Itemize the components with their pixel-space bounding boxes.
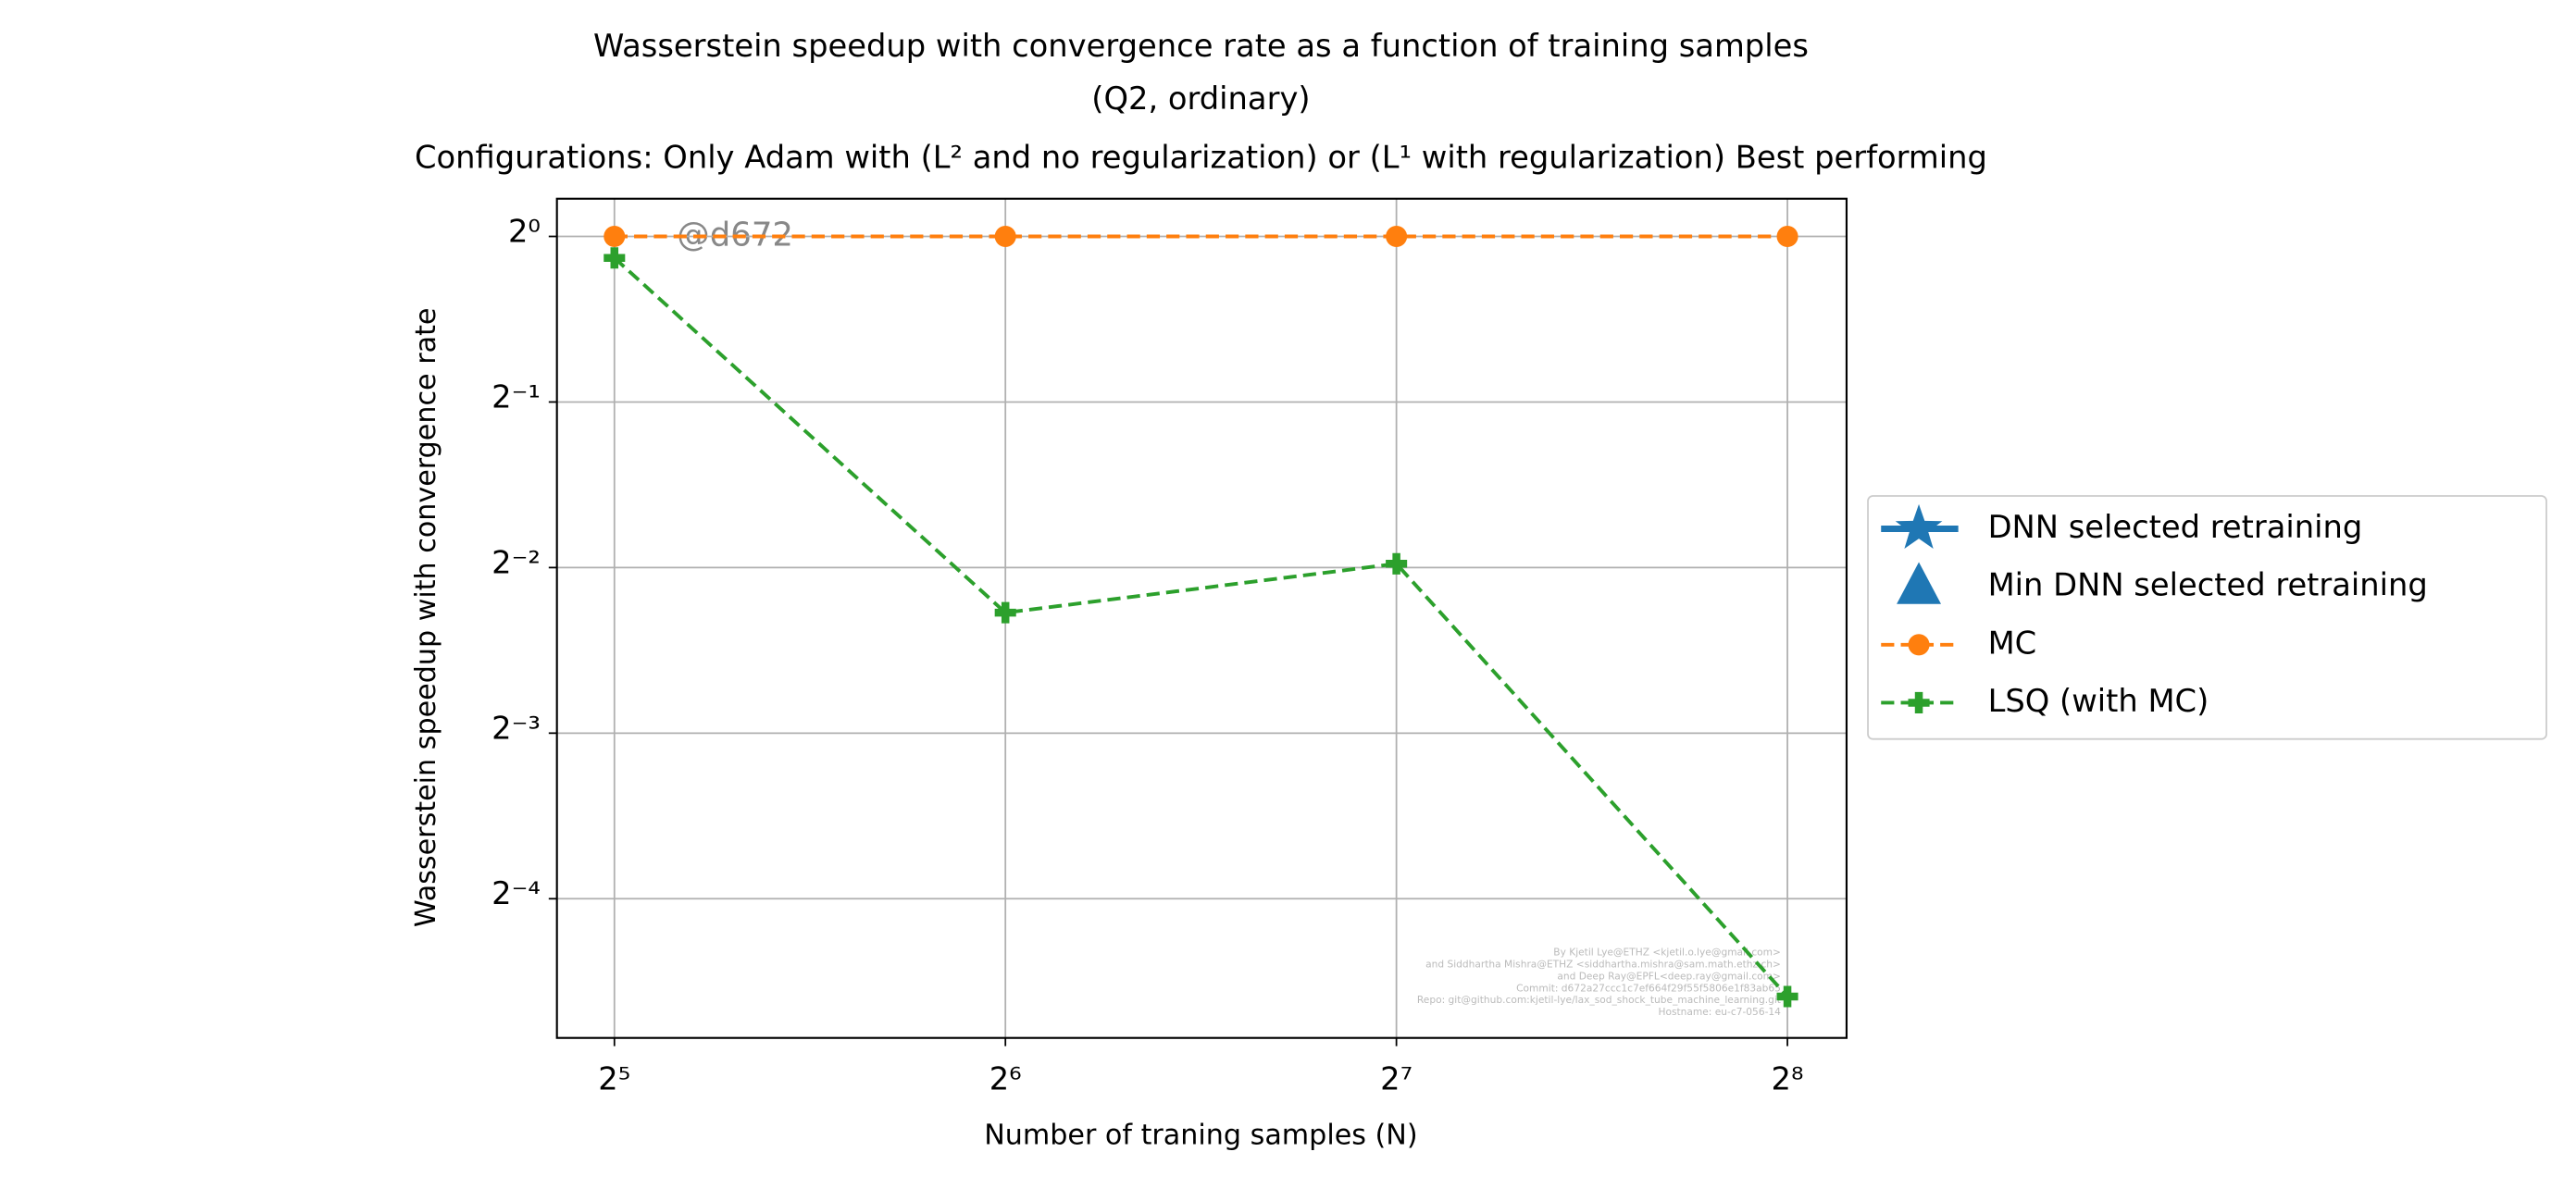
x-axis-label: Number of traning samples (N) (984, 1120, 1417, 1152)
y-tick-label: 2⁻² (492, 544, 541, 580)
y-tick-label: 2⁻¹ (492, 378, 541, 415)
chart-title: (Q2, ordinary) (1091, 81, 1310, 117)
marker (1386, 552, 1408, 575)
legend-marker (1908, 634, 1930, 656)
chart-title: Wasserstein speedup with convergence rat… (593, 28, 1809, 64)
x-tick-label: 2⁵ (598, 1060, 630, 1096)
x-tick-label: 2⁸ (1772, 1060, 1804, 1096)
series-line (613, 256, 1789, 998)
legend-marker (1897, 562, 1942, 604)
legend-label: MC (1988, 625, 2037, 661)
legend-label: LSQ (with MC) (1988, 683, 2209, 719)
footnote-line: and Deep Ray@EPFL<deep.ray@gmail.com> (1557, 970, 1781, 982)
y-tick-label: 2⁻³ (492, 710, 541, 746)
legend-label: DNN selected retraining (1988, 509, 2363, 545)
x-tick-label: 2⁷ (1380, 1060, 1412, 1096)
y-axis-label: Wasserstein speedup with convergence rat… (410, 308, 442, 928)
legend-marker (1895, 503, 1943, 550)
plot-frame (555, 197, 1848, 1039)
marker (1776, 225, 1798, 248)
marker (1776, 985, 1798, 1008)
marker (994, 601, 1016, 624)
legend-frame (1867, 495, 2547, 740)
marker (994, 225, 1016, 248)
footnote: By Kjetil Lye@ETHZ <kjetil.o.lye@gmail.c… (1417, 946, 1781, 1018)
marker (604, 225, 626, 248)
footnote-line: Commit: d672a27ccc1c7ef664f29f55f5806e1f… (1516, 982, 1781, 994)
legend-marker (1908, 691, 1930, 713)
marker (1386, 225, 1408, 248)
x-tick-label: 2⁶ (989, 1060, 1022, 1096)
footnote-line: and Siddhartha Mishra@ETHZ <siddhartha.m… (1425, 958, 1781, 970)
y-tick-label: 2⁰ (508, 213, 541, 249)
footnote-line: Repo: git@github.com:kjetil-lye/lax_sod_… (1417, 994, 1781, 1006)
marker (604, 247, 626, 269)
footnote-line: By Kjetil Lye@ETHZ <kjetil.o.lye@gmail.c… (1553, 946, 1781, 958)
y-tick-label: 2⁻⁴ (492, 875, 541, 911)
chart-subtitle: Configurations: Only Adam with (L² and n… (415, 140, 1987, 176)
legend-label: Min DNN selected retraining (1988, 567, 2428, 603)
footnote-line: Hostname: eu-c7-056-14 (1658, 1006, 1781, 1018)
